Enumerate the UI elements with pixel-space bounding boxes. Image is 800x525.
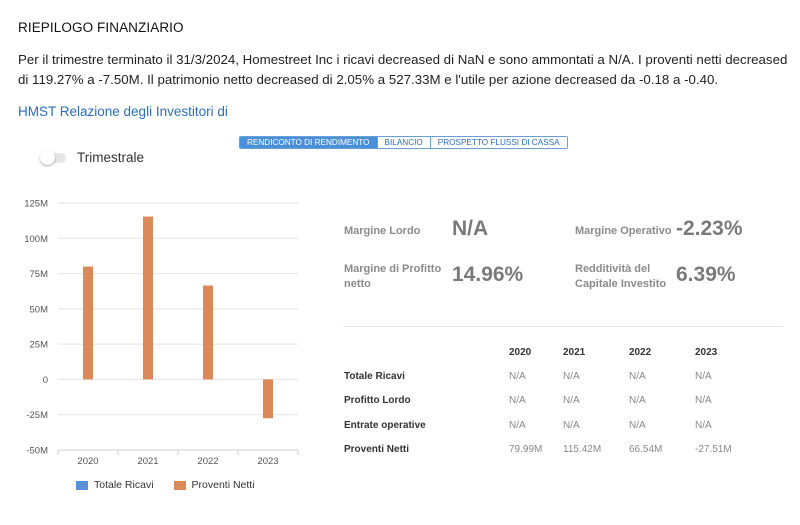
table-cell: N/A xyxy=(509,420,526,431)
legend-swatch-total-revenue xyxy=(76,480,88,490)
bar-net-income xyxy=(143,216,153,380)
y-tick-label: -25M xyxy=(26,410,48,421)
metric-value-roic: 6.39% xyxy=(676,263,736,286)
table-row-label: Totale Ricavi xyxy=(344,371,405,382)
tab-balance-sheet[interactable]: BILANCIO xyxy=(376,137,430,148)
table-cell: N/A xyxy=(629,420,646,431)
y-tick-label: 125M xyxy=(24,199,48,210)
table-cell: N/A xyxy=(695,420,712,431)
toggle-knob xyxy=(40,149,55,165)
metrics-divider xyxy=(343,326,783,327)
statement-tabs: RENDICONTO DI RENDIMENTO BILANCIO PROSPE… xyxy=(239,136,568,149)
metric-value-operating-margin: -2.23% xyxy=(676,217,743,240)
x-tick-label: 2023 xyxy=(257,456,278,467)
y-tick-label: -50M xyxy=(26,446,48,457)
metric-value-net-profit-margin: 14.96% xyxy=(452,263,524,286)
x-tick-label: 2020 xyxy=(77,456,98,467)
metric-value-gross-margin: N/A xyxy=(452,217,489,240)
legend-item-net-income[interactable]: Proventi Netti xyxy=(173,479,255,491)
table-cell: 66.54M xyxy=(629,444,663,455)
y-tick-label: 0 xyxy=(43,375,48,386)
table-cell: -27.51M xyxy=(695,444,732,455)
table-cell: N/A xyxy=(563,420,580,431)
tab-cash-flow[interactable]: PROSPETTO FLUSSI DI CASSA xyxy=(429,137,567,148)
table-cell: N/A xyxy=(695,371,712,382)
table-cell: N/A xyxy=(509,371,526,382)
table-header-year: 2021 xyxy=(563,347,586,358)
chart-legend: Totale Ricavi Proventi Netti xyxy=(76,479,275,491)
y-tick-label: 50M xyxy=(30,304,49,315)
metric-label-gross-margin: Margine Lordo xyxy=(344,225,421,237)
table-header-year: 2022 xyxy=(629,347,652,358)
x-tick-label: 2022 xyxy=(197,456,218,467)
financial-summary-heading: RIEPILOGO FINANZIARIO xyxy=(18,20,184,35)
metric-label-operating-margin: Margine Operativo xyxy=(575,225,672,237)
toggle-label: Trimestrale xyxy=(77,150,145,165)
bar-net-income xyxy=(83,266,93,380)
table-row-label: Proventi Netti xyxy=(344,444,410,455)
table-cell: 115.42M xyxy=(563,444,602,455)
table-cell: N/A xyxy=(629,371,646,382)
legend-label-net-income: Proventi Netti xyxy=(191,479,255,491)
metric-label-roic: Redditività del Capitale Investito xyxy=(575,263,667,290)
table-row-label: Entrate operative xyxy=(344,420,426,431)
quarterly-toggle[interactable]: Trimestrale xyxy=(40,149,145,165)
table-row-label: Profitto Lordo xyxy=(344,395,411,406)
legend-item-total-revenue[interactable]: Totale Ricavi xyxy=(76,479,154,491)
x-tick-label: 2021 xyxy=(137,456,158,467)
bar-net-income xyxy=(263,379,273,419)
table-cell: N/A xyxy=(629,395,646,406)
tab-income-statement[interactable]: RENDICONTO DI RENDIMENTO xyxy=(240,137,377,148)
legend-label-total-revenue: Totale Ricavi xyxy=(94,479,154,491)
table-cell: N/A xyxy=(509,395,526,406)
table-header-year: 2020 xyxy=(509,347,532,358)
net-income-bar-chart: 125M 100M 75M 50M 25M 0 -25M -50M 2020 2021 2022 20… xyxy=(24,199,299,467)
table-cell: N/A xyxy=(695,395,712,406)
table-cell: 79.99M xyxy=(509,444,543,455)
y-tick-label: 75M xyxy=(30,269,49,280)
bar-net-income xyxy=(203,285,213,380)
table-cell: N/A xyxy=(563,371,580,382)
table-cell: N/A xyxy=(563,395,580,406)
legend-swatch-net-income xyxy=(173,480,186,490)
y-tick-label: 100M xyxy=(24,234,48,245)
metric-label-net-profit-margin: Margine di Profitto netto xyxy=(344,263,442,290)
table-header-year: 2023 xyxy=(695,347,718,358)
financial-summary-text: Per il trimestre terminato il 31/3/2024,… xyxy=(18,52,788,87)
investor-relations-link[interactable]: HMST Relazione degli Investitori di xyxy=(18,104,228,119)
toggle-switch[interactable] xyxy=(40,149,66,165)
y-tick-label: 25M xyxy=(30,340,49,351)
